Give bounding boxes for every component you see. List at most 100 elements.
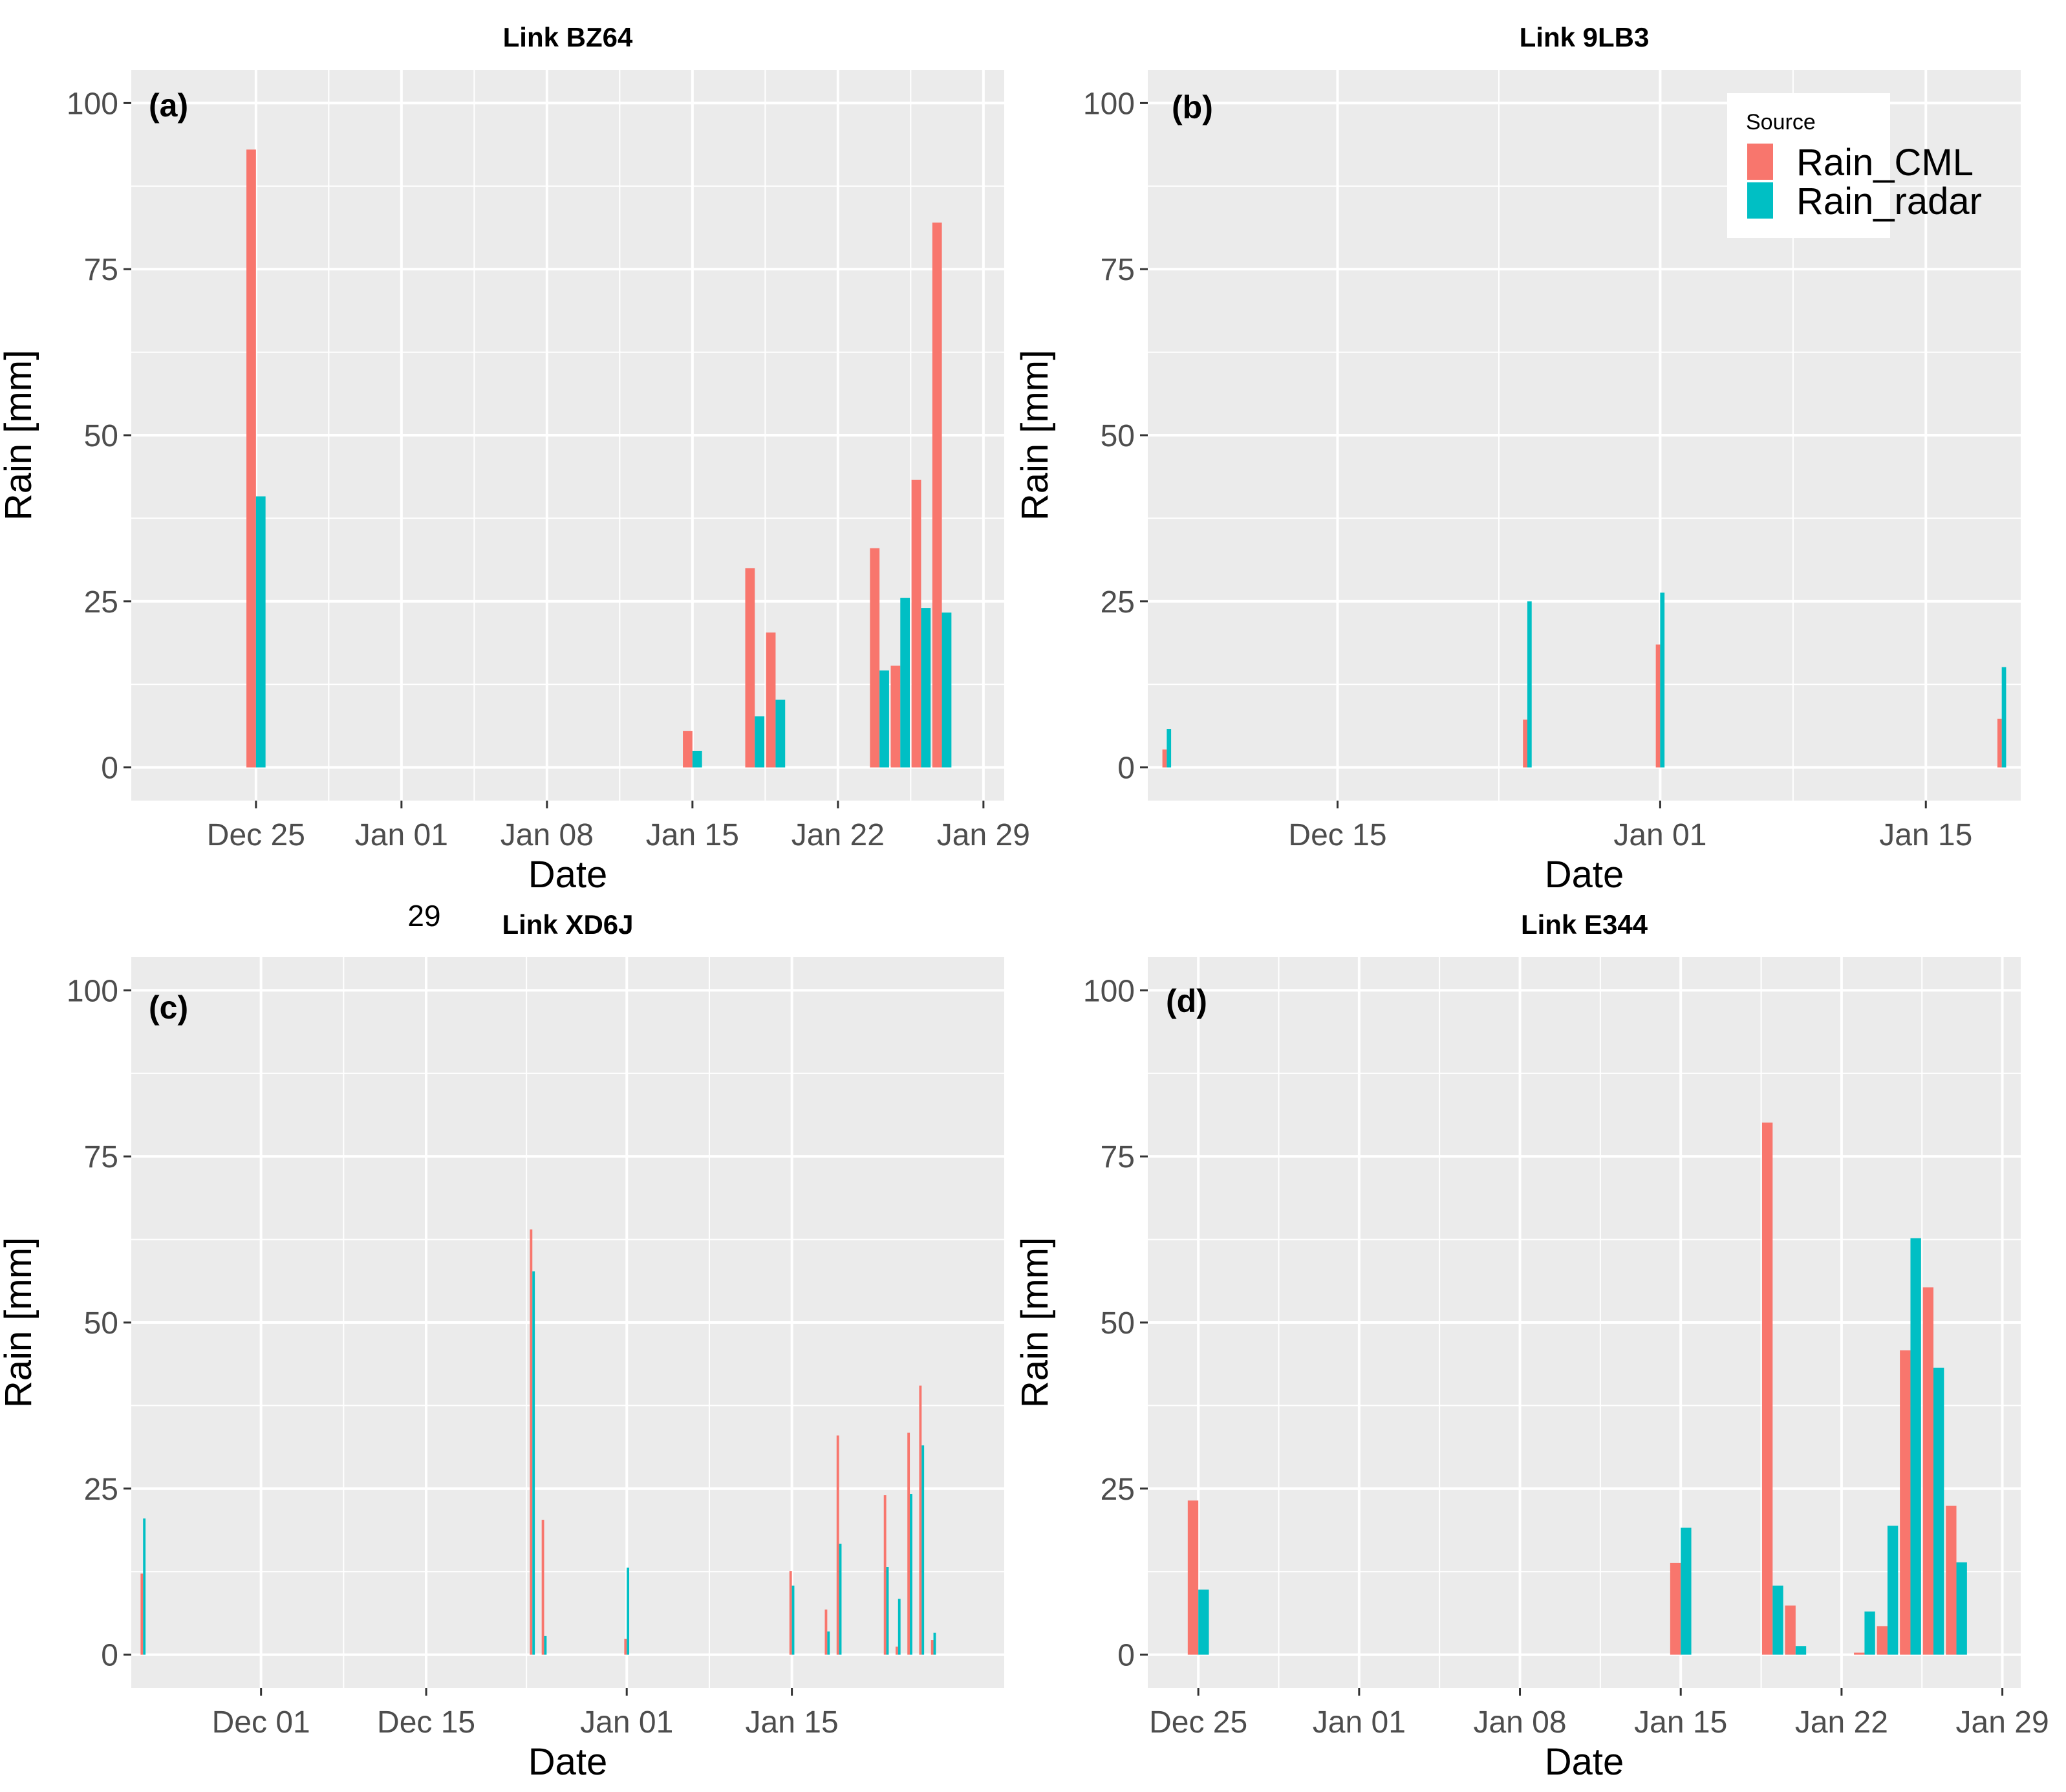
panel-title: Link 9LB3 (1520, 22, 1650, 52)
bar-rain-radar (839, 1544, 842, 1655)
bar-rain-cml (1877, 1626, 1888, 1655)
x-tick-label: Jan 22 (1795, 1705, 1888, 1740)
legend: Source Rain_CML Rain_radar (1727, 93, 1982, 238)
y-axis-title: Rain [mm] (0, 1237, 39, 1408)
panel-title: Link XD6J (502, 909, 633, 940)
bar-rain-cml (895, 1646, 898, 1655)
x-axis-title: Date (528, 1741, 608, 1783)
panel-link-bz64: 0 25 50 75 100 Dec 25 Jan 01 Jan 08 Jan 15 Jan 22… (0, 22, 1030, 896)
bar-rain-cml (140, 1573, 144, 1655)
y-tick-label: 25 (84, 585, 118, 620)
bar-rain-radar (755, 716, 765, 768)
y-tick-label: 100 (67, 87, 118, 121)
y-tick-label: 100 (1083, 974, 1135, 1008)
panel-title: Link E344 (1521, 909, 1648, 940)
bar-rain-cml (932, 222, 942, 768)
bar-rain-cml (246, 149, 256, 768)
x-axis-title: Date (528, 854, 608, 896)
y-tick-label: 50 (1101, 419, 1135, 453)
panel-title: Link BZ64 (503, 22, 633, 52)
panel-tag: (a) (149, 87, 188, 124)
bar-rain-cml (824, 1609, 828, 1655)
legend-key-rain-cml (1747, 144, 1773, 180)
bar-rain-radar (1681, 1528, 1692, 1655)
bar-rain-radar (921, 1445, 925, 1655)
legend-label-rain-radar: Rain_radar (1796, 180, 1982, 222)
y-axis-title: Rain [mm] (1014, 350, 1056, 521)
bar-rain-cml (1162, 749, 1167, 768)
legend-label-rain-cml: Rain_CML (1796, 142, 1974, 184)
bar-rain-radar (933, 1632, 936, 1655)
bar-rain-radar (255, 496, 266, 768)
x-tick-label: Jan 22 (791, 818, 885, 852)
y-axis-title: Rain [mm] (0, 350, 39, 521)
y-tick-label: 50 (84, 1306, 118, 1341)
y-tick-label: 25 (1101, 1473, 1135, 1507)
bar-rain-cml (1655, 644, 1661, 768)
bar-rain-cml (1187, 1500, 1199, 1655)
bar-rain-cml (789, 1571, 792, 1655)
y-axis-title: Rain [mm] (1014, 1237, 1056, 1408)
bar-rain-cml (541, 1520, 544, 1655)
stray-tick-label: 29 (407, 899, 440, 933)
x-axis-title: Date (1545, 854, 1624, 896)
bar-rain-cml (1922, 1287, 1933, 1655)
bar-rain-cml (883, 1495, 887, 1655)
x-tick-label: Jan 01 (1313, 1705, 1406, 1740)
bar-rain-radar (1198, 1589, 1209, 1655)
bar-rain-cml (624, 1638, 627, 1655)
bar-rain-radar (1167, 729, 1172, 768)
bar-rain-cml (745, 568, 755, 768)
bar-rain-cml (890, 665, 901, 768)
y-tick-label: 50 (84, 419, 118, 453)
bar-rain-cml (931, 1640, 934, 1655)
x-tick-label: Jan 15 (646, 818, 739, 852)
bar-rain-cml (766, 632, 776, 768)
bar-rain-radar (900, 598, 910, 768)
bar-rain-radar (886, 1567, 889, 1655)
x-tick-label: Dec 01 (212, 1705, 310, 1740)
x-tick-label: Jan 01 (1613, 818, 1706, 852)
x-tick-label: Dec 25 (207, 818, 305, 852)
y-tick-label: 75 (84, 1140, 118, 1174)
panel-tag: (c) (149, 989, 188, 1026)
bar-rain-radar (1956, 1562, 1967, 1655)
bar-rain-radar (1527, 601, 1532, 768)
bar-rain-cml (911, 479, 921, 768)
bar-rain-radar (1933, 1367, 1944, 1655)
x-tick-label: Dec 15 (377, 1705, 475, 1740)
bar-rain-cml (1946, 1506, 1957, 1655)
x-tick-label: Jan 29 (937, 818, 1030, 852)
bar-rain-radar (143, 1518, 146, 1655)
bar-rain-radar (2001, 667, 2007, 768)
bar-rain-cml (1670, 1562, 1681, 1655)
bar-rain-radar (532, 1271, 535, 1655)
y-tick-label: 25 (84, 1473, 118, 1507)
bar-rain-radar (1660, 592, 1665, 768)
bar-rain-radar (627, 1568, 630, 1655)
bar-rain-radar (898, 1599, 901, 1655)
bar-rain-cml (870, 548, 880, 768)
panel-link-e344: 0 25 50 75 100 Dec 25 Jan 01 Jan 08 Jan 15 Jan 22… (1014, 909, 2049, 1783)
legend-title: Source (1746, 110, 1816, 135)
bar-rain-cml (836, 1435, 839, 1655)
panel-tag: (b) (1172, 89, 1213, 125)
x-tick-label: Jan 08 (500, 818, 594, 852)
x-tick-label: Dec 15 (1288, 818, 1386, 852)
bar-rain-cml (683, 731, 693, 768)
y-tick-label: 50 (1101, 1306, 1135, 1341)
y-tick-label: 0 (1117, 1639, 1135, 1673)
bar-rain-radar (1772, 1585, 1783, 1655)
x-tick-label: Dec 25 (1149, 1705, 1247, 1740)
y-tick-label: 0 (101, 751, 118, 786)
y-tick-label: 100 (1083, 87, 1135, 121)
bar-rain-cml (919, 1385, 922, 1655)
bar-rain-radar (1795, 1646, 1807, 1655)
x-tick-label: Jan 15 (1879, 818, 1972, 852)
bar-rain-radar (1864, 1611, 1875, 1655)
y-tick-label: 75 (84, 253, 118, 287)
bar-rain-radar (921, 608, 931, 768)
y-tick-label: 0 (101, 1639, 118, 1673)
bar-rain-radar (791, 1585, 795, 1655)
